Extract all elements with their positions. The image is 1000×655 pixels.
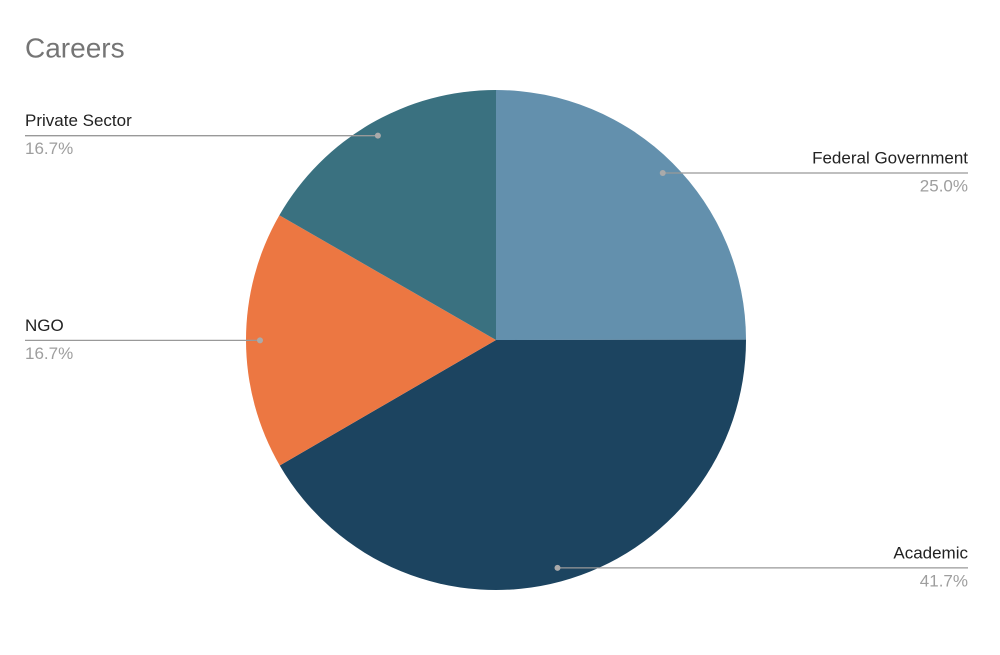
leader-dot bbox=[659, 169, 666, 176]
leader-dot bbox=[374, 132, 381, 139]
pie-slice bbox=[245, 215, 496, 466]
slice-label: Private Sector bbox=[25, 111, 132, 130]
pie-slice bbox=[279, 339, 746, 591]
pie-slice bbox=[496, 90, 746, 340]
leader-dot bbox=[257, 337, 264, 344]
slice-value: 16.7% bbox=[25, 139, 73, 158]
slice-label: Academic bbox=[893, 543, 968, 562]
slice-label: Federal Government bbox=[812, 148, 968, 167]
pie-slice bbox=[279, 89, 496, 340]
slice-label: NGO bbox=[25, 316, 64, 335]
chart-title: Careers bbox=[25, 32, 125, 63]
slice-value: 16.7% bbox=[25, 344, 73, 363]
slice-value: 41.7% bbox=[920, 571, 968, 590]
slice-value: 25.0% bbox=[920, 176, 968, 195]
leader-dot bbox=[554, 564, 561, 571]
